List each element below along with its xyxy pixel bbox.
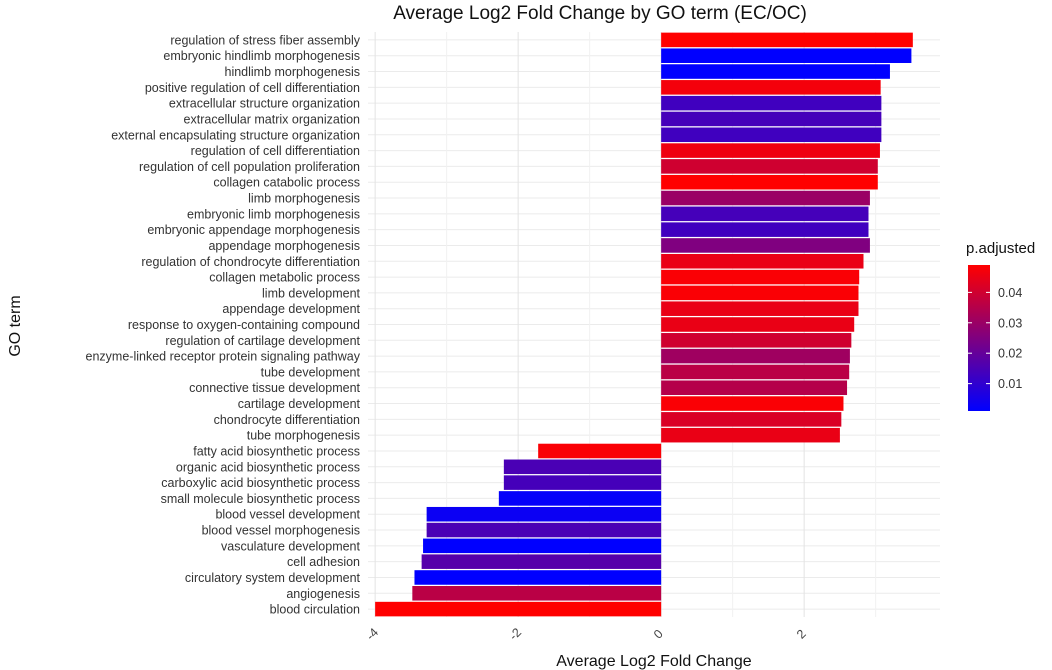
bar xyxy=(661,269,860,285)
bar xyxy=(661,427,840,443)
category-label: regulation of cell differentiation xyxy=(191,144,360,158)
bar xyxy=(661,317,855,332)
bar xyxy=(661,348,850,364)
bar xyxy=(661,301,859,316)
bar xyxy=(661,285,859,301)
category-label: response to oxygen-containing compound xyxy=(128,318,360,332)
bar xyxy=(661,396,844,411)
legend-tick-label: 0.02 xyxy=(998,347,1022,361)
category-label: external encapsulating structure organiz… xyxy=(111,128,360,142)
category-label: blood vessel morphogenesis xyxy=(202,524,360,538)
bar xyxy=(421,554,662,569)
bar xyxy=(503,475,662,490)
category-label: collagen metabolic process xyxy=(209,271,360,285)
category-label: organic acid biosynthetic process xyxy=(176,460,360,474)
category-label: extracellular matrix organization xyxy=(184,112,361,126)
bar xyxy=(538,443,662,459)
category-label: vasculature development xyxy=(221,539,360,553)
bar xyxy=(661,80,881,95)
bar xyxy=(661,95,882,111)
bar xyxy=(661,333,852,348)
category-label: enzyme-linked receptor protein signaling… xyxy=(86,350,361,364)
bar xyxy=(503,459,662,475)
bar xyxy=(661,111,882,127)
category-label: embryonic limb morphogenesis xyxy=(187,207,360,221)
bar xyxy=(412,586,662,601)
chart-title: Average Log2 Fold Change by GO term (EC/… xyxy=(393,3,807,24)
category-label: collagen catabolic process xyxy=(213,176,360,190)
bar xyxy=(661,253,864,269)
bar xyxy=(661,412,842,427)
category-label: regulation of cartilage development xyxy=(165,334,360,348)
bar xyxy=(661,127,882,143)
category-label: appendage morphogenesis xyxy=(208,239,360,253)
legend-tick-label: 0.04 xyxy=(998,286,1022,300)
category-label: fatty acid biosynthetic process xyxy=(193,444,360,458)
category-label: blood vessel development xyxy=(215,508,360,522)
bar xyxy=(375,601,662,617)
bar xyxy=(661,48,912,63)
category-label: limb morphogenesis xyxy=(248,192,360,206)
category-label: limb development xyxy=(262,286,360,300)
category-label: embryonic appendage morphogenesis xyxy=(147,223,360,237)
category-label: regulation of chondrocyte differentiatio… xyxy=(141,255,360,269)
x-tick-label: 2 xyxy=(794,627,809,642)
category-label: tube morphogenesis xyxy=(247,429,360,443)
legend-ticks: 0.01 0.02 0.03 0.04 xyxy=(968,286,1022,391)
category-label: angiogenesis xyxy=(286,587,360,601)
category-label: carboxylic acid biosynthetic process xyxy=(161,476,360,490)
bar xyxy=(661,206,869,222)
category-label: hindlimb morphogenesis xyxy=(225,65,361,79)
bar xyxy=(661,64,890,79)
category-label: appendage development xyxy=(222,302,360,316)
category-label: connective tissue development xyxy=(189,381,360,395)
category-label: embryonic hindlimb morphogenesis xyxy=(163,49,360,63)
x-axis-title: Average Log2 Fold Change xyxy=(556,653,752,670)
category-label: chondrocyte differentiation xyxy=(214,413,360,427)
category-label: extracellular structure organization xyxy=(169,97,360,111)
bar xyxy=(498,491,662,506)
category-label: tube development xyxy=(261,365,361,379)
x-axis-ticks: -4 -2 0 2 xyxy=(363,625,808,643)
bar xyxy=(661,238,870,253)
bar xyxy=(661,174,878,190)
legend-title: p.adjusted xyxy=(966,240,1035,257)
category-label: positive regulation of cell differentiat… xyxy=(145,81,360,95)
category-label: cartilage development xyxy=(238,397,361,411)
x-tick-label: -4 xyxy=(363,625,381,643)
legend-tick-label: 0.01 xyxy=(998,377,1022,391)
y-axis-title: GO term xyxy=(7,295,24,356)
bar xyxy=(426,506,662,522)
bar xyxy=(426,522,662,538)
color-legend: p.adjusted 0.01 0.02 0.03 0.04 xyxy=(966,240,1035,411)
category-label: small molecule biosynthetic process xyxy=(161,492,360,506)
bar xyxy=(661,143,880,158)
bar xyxy=(661,159,878,174)
bar xyxy=(661,222,869,237)
bar xyxy=(414,570,662,585)
bar xyxy=(423,538,662,554)
legend-colorbar xyxy=(968,265,990,411)
category-label: regulation of cell population proliferat… xyxy=(139,160,360,174)
bar xyxy=(661,380,848,396)
bar xyxy=(661,32,913,48)
category-label: blood circulation xyxy=(270,603,360,617)
category-label: circulatory system development xyxy=(185,571,361,585)
x-tick-label: -2 xyxy=(506,625,524,643)
category-labels: regulation of stress fiber assembly embry… xyxy=(86,33,361,616)
x-tick-label: 0 xyxy=(651,627,666,642)
bar xyxy=(661,364,850,380)
category-label: cell adhesion xyxy=(287,555,360,569)
bar xyxy=(661,190,870,206)
legend-tick-label: 0.03 xyxy=(998,316,1022,330)
category-label: regulation of stress fiber assembly xyxy=(170,33,360,47)
bars-layer xyxy=(375,32,913,617)
